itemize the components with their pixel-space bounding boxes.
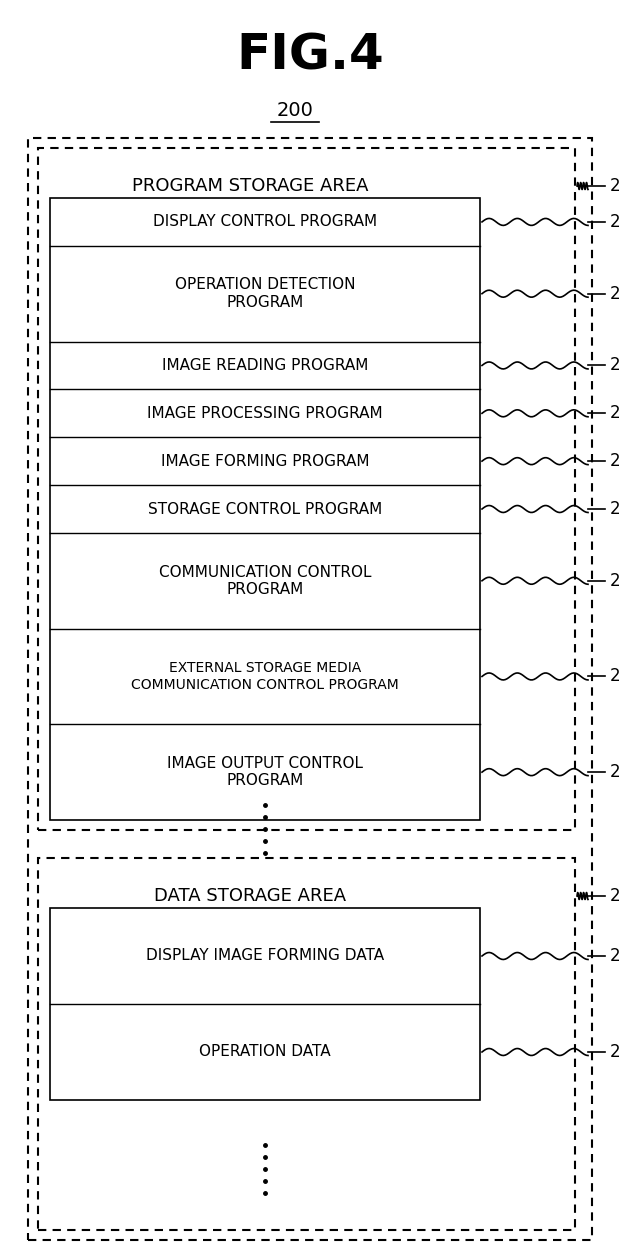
Text: DISPLAY IMAGE FORMING DATA: DISPLAY IMAGE FORMING DATA bbox=[146, 948, 384, 963]
Text: IMAGE OUTPUT CONTROL
PROGRAM: IMAGE OUTPUT CONTROL PROGRAM bbox=[167, 755, 363, 788]
Text: 216: 216 bbox=[610, 356, 620, 374]
Text: PROGRAM STORAGE AREA: PROGRAM STORAGE AREA bbox=[131, 178, 368, 195]
Text: IMAGE READING PROGRAM: IMAGE READING PROGRAM bbox=[162, 358, 368, 373]
Text: IMAGE FORMING PROGRAM: IMAGE FORMING PROGRAM bbox=[161, 453, 370, 468]
Bar bbox=[50, 198, 480, 820]
Text: 224: 224 bbox=[610, 572, 620, 589]
Text: STORAGE CONTROL PROGRAM: STORAGE CONTROL PROGRAM bbox=[148, 501, 382, 516]
Text: IMAGE PROCESSING PROGRAM: IMAGE PROCESSING PROGRAM bbox=[147, 405, 383, 421]
Text: OPERATION DETECTION
PROGRAM: OPERATION DETECTION PROGRAM bbox=[175, 277, 355, 310]
Text: 220: 220 bbox=[610, 452, 620, 470]
Text: 214: 214 bbox=[610, 285, 620, 302]
Text: 250: 250 bbox=[610, 888, 620, 905]
Bar bbox=[38, 857, 575, 1230]
Text: OPERATION DATA: OPERATION DATA bbox=[199, 1045, 331, 1060]
Text: 212: 212 bbox=[610, 213, 620, 230]
Text: 226: 226 bbox=[610, 667, 620, 685]
Text: 222: 222 bbox=[610, 500, 620, 517]
Text: DATA STORAGE AREA: DATA STORAGE AREA bbox=[154, 888, 346, 905]
Text: 252: 252 bbox=[610, 947, 620, 964]
Bar bbox=[28, 138, 592, 1240]
Text: 210: 210 bbox=[610, 178, 620, 195]
Text: DISPLAY CONTROL PROGRAM: DISPLAY CONTROL PROGRAM bbox=[153, 214, 377, 229]
Text: 218: 218 bbox=[610, 404, 620, 422]
Text: 200: 200 bbox=[277, 101, 314, 120]
Bar bbox=[38, 149, 575, 830]
Text: COMMUNICATION CONTROL
PROGRAM: COMMUNICATION CONTROL PROGRAM bbox=[159, 564, 371, 597]
Text: 228: 228 bbox=[610, 763, 620, 781]
Bar bbox=[50, 908, 480, 1100]
Text: EXTERNAL STORAGE MEDIA
COMMUNICATION CONTROL PROGRAM: EXTERNAL STORAGE MEDIA COMMUNICATION CON… bbox=[131, 661, 399, 691]
Text: 254: 254 bbox=[610, 1042, 620, 1061]
Text: FIG.4: FIG.4 bbox=[236, 31, 384, 79]
